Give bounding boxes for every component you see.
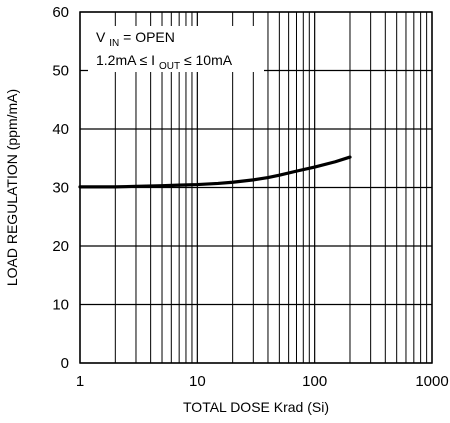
- y-tick-label: 50: [52, 63, 69, 80]
- annotation-i-subscript: OUT: [159, 61, 180, 72]
- annotation-v: V: [96, 29, 106, 45]
- annotation-line-1: V IN = OPEN: [96, 29, 175, 49]
- y-tick-label: 60: [52, 4, 69, 21]
- y-tick-label: 20: [52, 238, 69, 255]
- x-tick-labels: 1 10 100 1000: [76, 373, 449, 390]
- plot-frame: [79, 11, 433, 364]
- annotation-line-2: 1.2mA ≤ I OUT ≤ 10mA: [96, 52, 233, 72]
- y-tick-label: 40: [52, 121, 69, 138]
- y-axis-title: LOAD REGULATION (ppm/mA): [4, 89, 20, 286]
- annotation-v-subscript: IN: [109, 38, 119, 49]
- annotation-background: [88, 26, 264, 72]
- annotation-i-post: ≤ 10mA: [184, 52, 233, 68]
- series-line: [78, 155, 352, 189]
- series-layer: [78, 155, 352, 189]
- annotation-i-pre: 1.2mA ≤ I: [96, 52, 155, 68]
- x-axis-title: TOTAL DOSE Krad (Si): [183, 399, 329, 415]
- y-tick-label: 10: [52, 297, 69, 314]
- x-tick-label: 100: [302, 373, 327, 390]
- x-tick-label: 1000: [415, 373, 448, 390]
- annotation-v-rest: = OPEN: [123, 29, 175, 45]
- annotation: V IN = OPEN 1.2mA ≤ I OUT ≤ 10mA: [96, 29, 233, 72]
- y-tick-label: 0: [61, 355, 69, 372]
- y-tick-label: 30: [52, 180, 69, 197]
- x-tick-label: 10: [189, 373, 206, 390]
- y-tick-labels: 0 10 20 30 40 50 60: [52, 4, 69, 372]
- x-tick-label: 1: [76, 373, 84, 390]
